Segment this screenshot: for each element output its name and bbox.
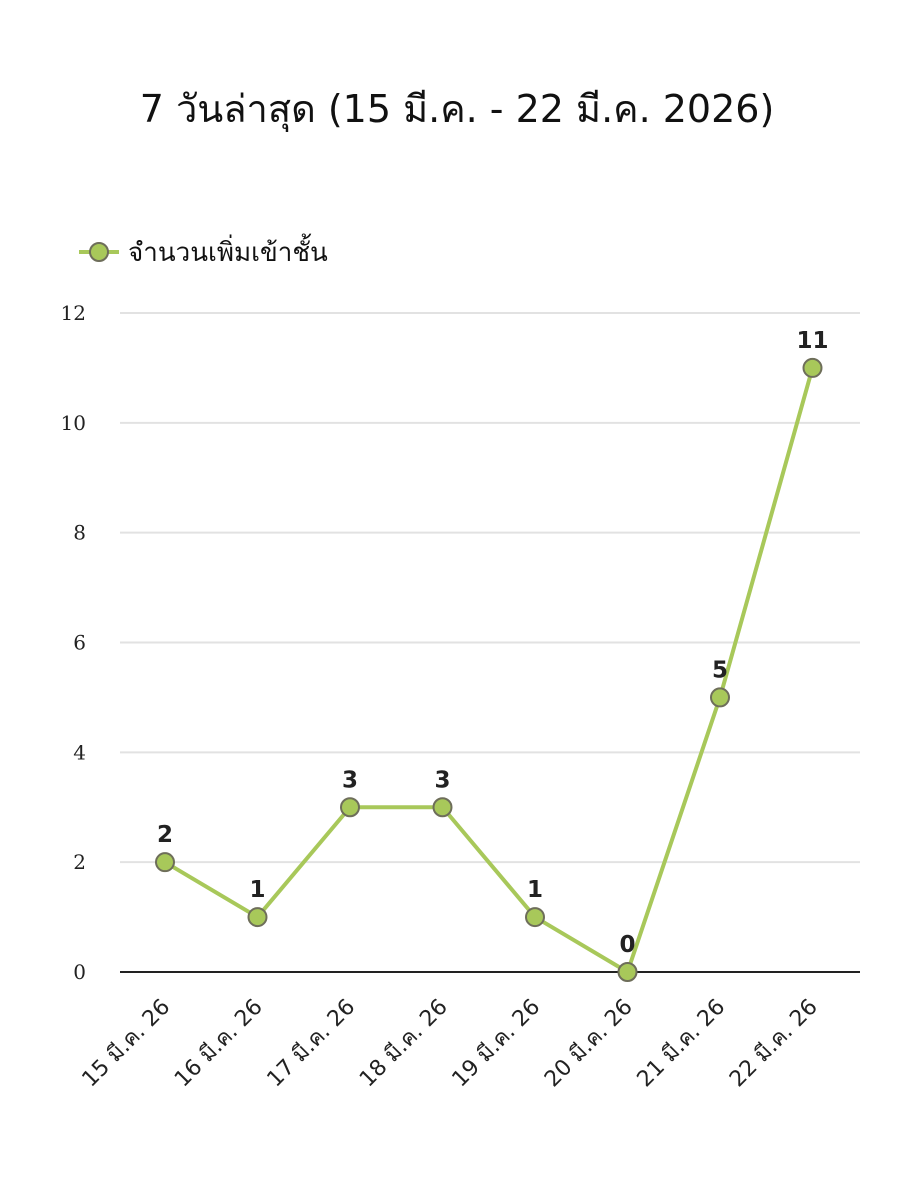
series-line <box>163 367 815 974</box>
y-tick-label: 2 <box>73 850 86 874</box>
data-label: 11 <box>796 328 828 354</box>
y-tick-label: 12 <box>61 301 86 325</box>
legend-marker-icon <box>79 242 119 262</box>
y-tick-label: 6 <box>73 631 86 655</box>
x-tick-label: 15 มี.ค. 26 <box>78 995 176 1093</box>
data-label: 3 <box>342 767 358 793</box>
y-tick-label: 10 <box>61 411 86 435</box>
y-tick-label: 8 <box>73 521 86 545</box>
data-labels: 2 1 3 3 1 0 5 11 <box>157 328 829 958</box>
y-tick-label: 0 <box>73 960 86 984</box>
data-point <box>247 907 268 928</box>
data-point <box>432 797 453 818</box>
legend-label: จำนวนเพิ่มเข้าชั้น <box>128 237 328 268</box>
x-tick-label: 19 มี.ค. 26 <box>448 995 546 1093</box>
chart-title: 7 วันล่าสุด (15 มี.ค. - 22 มี.ค. 2026) <box>139 87 775 131</box>
y-axis-ticks: 0 2 4 6 8 10 12 <box>61 301 86 984</box>
data-point <box>340 797 360 818</box>
chart-legend: จำนวนเพิ่มเข้าชั้น <box>78 232 328 272</box>
series-group <box>155 357 823 982</box>
x-tick-label: 20 มี.ค. 26 <box>540 995 638 1093</box>
data-label: 0 <box>619 932 635 958</box>
data-label: 2 <box>157 822 173 848</box>
data-point <box>802 357 823 378</box>
data-label: 1 <box>527 877 543 903</box>
y-tick-label: 4 <box>73 740 86 764</box>
data-point <box>617 962 638 982</box>
x-tick-label: 22 มี.ค. 26 <box>725 995 823 1093</box>
data-point <box>710 687 730 708</box>
data-label: 5 <box>712 657 728 683</box>
x-tick-label: 17 มี.ค. 26 <box>263 995 361 1093</box>
x-tick-label: 21 มี.ค. 26 <box>633 995 731 1093</box>
data-point <box>525 907 545 928</box>
data-label: 3 <box>434 767 450 793</box>
x-tick-label: 18 มี.ค. 26 <box>355 995 453 1093</box>
x-tick-label: 16 มี.ค. 26 <box>170 995 268 1093</box>
gridlines <box>120 312 860 973</box>
data-label: 1 <box>249 877 265 903</box>
data-point <box>155 852 175 873</box>
